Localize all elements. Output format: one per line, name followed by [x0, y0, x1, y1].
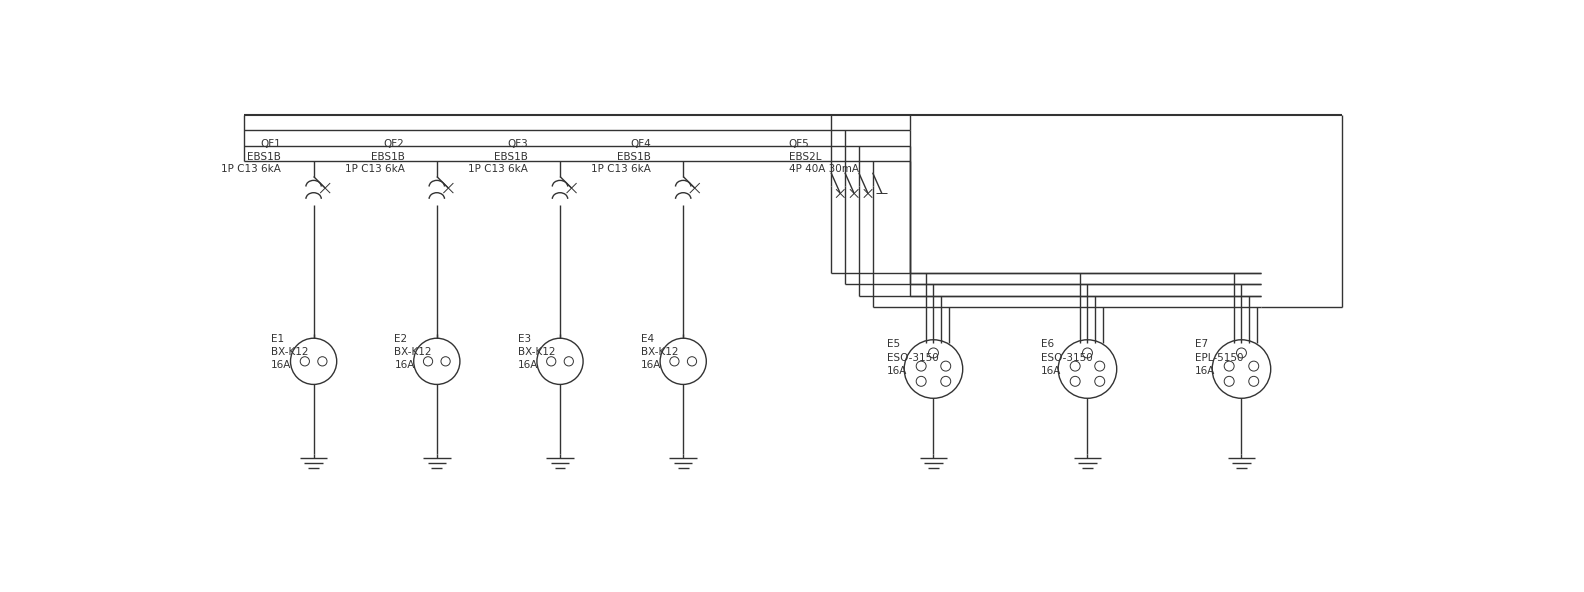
Text: BX-K12: BX-K12: [518, 347, 554, 357]
Text: E6: E6: [1041, 339, 1055, 349]
Text: E7: E7: [1196, 339, 1209, 349]
Text: 1P C13 6kA: 1P C13 6kA: [591, 164, 651, 174]
Text: 16A: 16A: [1041, 366, 1061, 377]
Text: QF3: QF3: [507, 139, 527, 149]
Text: BX-K12: BX-K12: [271, 347, 309, 357]
Text: EBS1B: EBS1B: [371, 152, 404, 162]
Text: QF2: QF2: [383, 139, 404, 149]
Text: E5: E5: [887, 339, 900, 349]
Text: EBS2L: EBS2L: [789, 152, 821, 162]
Text: 16A: 16A: [394, 361, 415, 370]
Text: 16A: 16A: [887, 366, 908, 377]
Text: 16A: 16A: [518, 361, 539, 370]
Text: 16A: 16A: [642, 361, 661, 370]
Text: 1P C13 6kA: 1P C13 6kA: [222, 164, 282, 174]
Text: EBS1B: EBS1B: [494, 152, 527, 162]
Text: 1P C13 6kA: 1P C13 6kA: [345, 164, 404, 174]
Text: QF4: QF4: [630, 139, 651, 149]
Text: E3: E3: [518, 334, 531, 344]
Text: E2: E2: [394, 334, 407, 344]
Text: E4: E4: [642, 334, 654, 344]
Text: 16A: 16A: [1196, 366, 1215, 377]
Text: ESO-3150: ESO-3150: [887, 353, 939, 362]
Text: QF1: QF1: [260, 139, 282, 149]
Text: 4P 40A 30mA: 4P 40A 30mA: [789, 164, 859, 174]
Text: ESO-3150: ESO-3150: [1041, 353, 1093, 362]
Text: EPL-5150: EPL-5150: [1196, 353, 1243, 362]
Text: QF5: QF5: [789, 139, 809, 149]
Text: E1: E1: [271, 334, 285, 344]
Text: EBS1B: EBS1B: [618, 152, 651, 162]
Text: 1P C13 6kA: 1P C13 6kA: [467, 164, 527, 174]
Text: BX-K12: BX-K12: [642, 347, 678, 357]
Text: 16A: 16A: [271, 361, 291, 370]
Text: BX-K12: BX-K12: [394, 347, 432, 357]
Text: EBS1B: EBS1B: [247, 152, 282, 162]
